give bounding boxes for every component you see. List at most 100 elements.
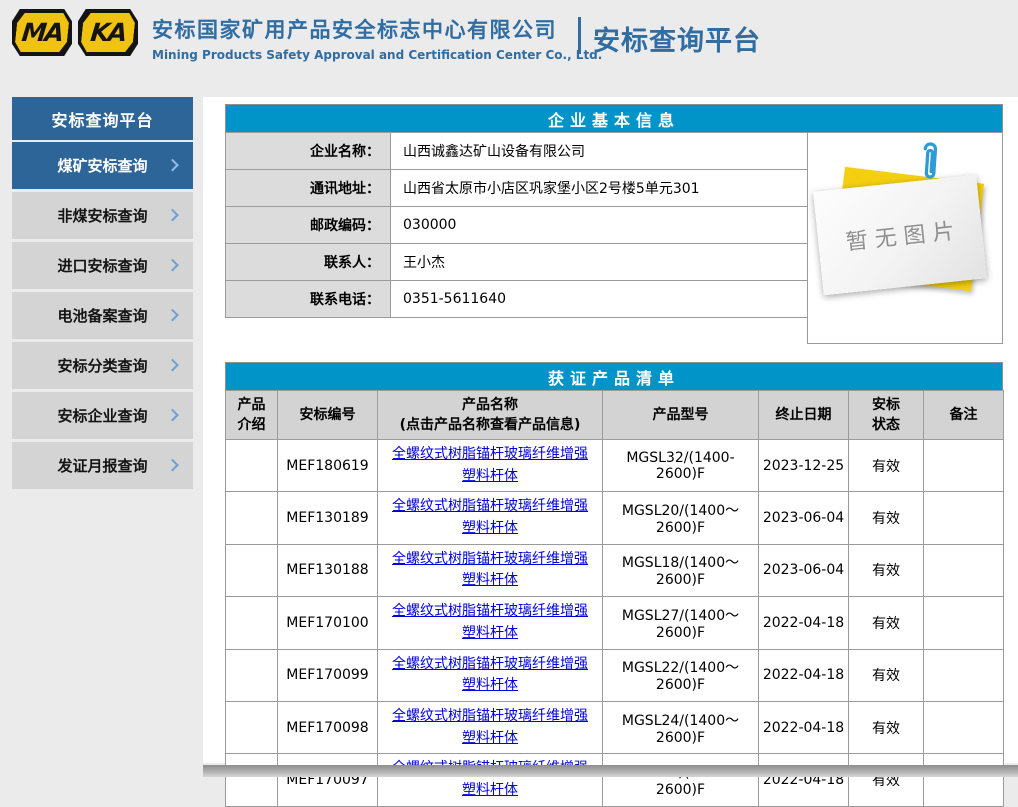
field-label: 联系电话： [225, 280, 391, 318]
no-image-card: 暂无图片 [813, 174, 987, 296]
column-header-model: 产品型号 [602, 390, 759, 440]
column-header-status: 安标 状态 [848, 390, 924, 440]
product-name-cell: 全螺纹式树脂锚杆玻璃纤维增强塑料杆体 [377, 491, 603, 545]
sidebar-item-label: 安标分类查询 [57, 357, 148, 375]
products-header: 获证产品清单 [225, 362, 1003, 391]
no-image-placeholder: 暂无图片 [807, 132, 1003, 344]
product-name-link[interactable]: 全螺纹式树脂锚杆玻璃纤维增强塑料杆体 [392, 550, 588, 589]
company-info-section: 企业基本信息 企业名称： 山西诚鑫达矿山设备有限公司 通讯地址： 山西省太原市小… [225, 97, 1003, 344]
sidebar-item-monthly-report-query[interactable]: 发证月报查询 [12, 442, 193, 489]
sidebar-item-label: 非煤安标查询 [57, 207, 148, 225]
end-date: 2022-04-18 [758, 648, 849, 702]
company-info-header: 企业基本信息 [225, 104, 1003, 133]
remark-cell [923, 543, 1004, 598]
remark-cell [923, 491, 1004, 545]
product-model: MGSL27/(1400～2600)F [602, 596, 759, 650]
info-row: 通讯地址： 山西省太原市小店区巩家堡小区2号楼5单元301 [225, 169, 808, 207]
column-header-row: 产品 介绍 安标编号 产品名称 (点击产品名称查看产品信息) 产品型号 终止日期 安… [225, 390, 1004, 440]
product-name-cell: 全螺纹式树脂锚杆玻璃纤维增强塑料杆体 [377, 700, 603, 755]
sidebar-item-battery-record-query[interactable]: 电池备案查询 [12, 292, 193, 339]
paperclip-icon [923, 142, 938, 179]
no-image-text: 暂无图片 [844, 218, 963, 256]
remark-cell [923, 753, 1004, 807]
status: 有效 [848, 700, 924, 755]
product-name-link[interactable]: 全螺纹式树脂锚杆玻璃纤维增强塑料杆体 [392, 446, 588, 484]
field-value: 山西省太原市小店区巩家堡小区2号楼5单元301 [390, 169, 808, 207]
product-name-cell: 全螺纹式树脂锚杆玻璃纤维增强塑料杆体 [377, 648, 603, 702]
info-row: 联系电话： 0351-5611640 [225, 280, 808, 318]
end-date: 2023-06-04 [758, 543, 849, 598]
field-label: 邮政编码： [225, 206, 391, 244]
table-row: MEF170099 全螺纹式树脂锚杆玻璃纤维增强塑料杆体 MGSL22/(140… [225, 648, 1004, 702]
company-info-table: 企业名称： 山西诚鑫达矿山设备有限公司 通讯地址： 山西省太原市小店区巩家堡小区… [225, 132, 808, 318]
chevron-right-icon [166, 458, 179, 471]
logo-badge-ma-text: MA [14, 13, 70, 52]
table-row: MEF180619 全螺纹式树脂锚杆玻璃纤维增强塑料杆体 MGSL32/(140… [225, 438, 1004, 493]
status: 有效 [848, 596, 924, 650]
sidebar-item-label: 电池备案查询 [57, 307, 148, 325]
product-model: MGSL22/(1400～2600)F [602, 648, 759, 702]
field-label: 企业名称： [225, 132, 391, 170]
app-header: MA KA 安标国家矿用产品安全标志中心有限公司 Mining Products… [0, 0, 1018, 97]
status: 有效 [848, 491, 924, 545]
sidebar-title: 安标查询平台 [12, 97, 193, 140]
logo-badge-ka-text: KA [80, 13, 136, 52]
product-name-link[interactable]: 全螺纹式树脂锚杆玻璃纤维增强塑料杆体 [392, 707, 588, 746]
product-model: MGSL32/(1400-2600)F [602, 438, 759, 493]
remark-cell [923, 596, 1004, 650]
org-title-block: 安标国家矿用产品安全标志中心有限公司 Mining Products Safet… [152, 14, 602, 62]
org-name-en: Mining Products Safety Approval and Cert… [152, 48, 603, 62]
sidebar-item-safety-classification-query[interactable]: 安标分类查询 [12, 342, 193, 389]
sidebar-item-noncoal-safety-query[interactable]: 非煤安标查询 [12, 192, 193, 239]
sidebar-item-safety-enterprise-query[interactable]: 安标企业查询 [12, 392, 193, 439]
header-divider [578, 17, 581, 54]
remark-cell [923, 648, 1004, 702]
product-name-link[interactable]: 全螺纹式树脂锚杆玻璃纤维增强塑料杆体 [392, 603, 588, 641]
chevron-right-icon [166, 358, 179, 371]
table-row: MEF170097 全螺纹式树脂锚杆玻璃纤维增强塑料杆体 MGSL16/(140… [225, 753, 1004, 807]
product-name-link[interactable]: 全螺纹式树脂锚杆玻璃纤维增强塑料杆体 [392, 655, 588, 694]
product-intro-cell [225, 700, 278, 755]
chevron-right-icon [166, 158, 179, 171]
bottom-divider-bar [203, 765, 1018, 777]
product-name-link[interactable]: 全螺纹式树脂锚杆玻璃纤维增强塑料杆体 [392, 498, 588, 537]
end-date: 2022-04-18 [758, 700, 849, 755]
sidebar-item-import-safety-query[interactable]: 进口安标查询 [12, 242, 193, 289]
column-header-remark: 备注 [923, 390, 1004, 440]
product-model: MGSL16/(1400～2600)F [602, 753, 759, 807]
chevron-right-icon [166, 208, 179, 221]
column-header-enddate: 终止日期 [758, 390, 849, 440]
product-name-cell: 全螺纹式树脂锚杆玻璃纤维增强塑料杆体 [377, 596, 603, 650]
status: 有效 [848, 648, 924, 702]
status: 有效 [848, 753, 924, 807]
product-code: MEF130189 [277, 491, 378, 545]
maka-logo: MA KA [12, 9, 138, 56]
field-value: 030000 [390, 206, 808, 244]
field-value: 0351-5611640 [390, 280, 808, 318]
chevron-right-icon [166, 308, 179, 321]
product-code: MEF180619 [277, 438, 378, 493]
info-row: 企业名称： 山西诚鑫达矿山设备有限公司 [225, 132, 808, 170]
products-table: 产品 介绍 安标编号 产品名称 (点击产品名称查看产品信息) 产品型号 终止日期 安… [225, 390, 1004, 807]
table-row: MEF130188 全螺纹式树脂锚杆玻璃纤维增强塑料杆体 MGSL18/(140… [225, 543, 1004, 598]
product-intro-cell [225, 491, 278, 545]
column-header-code: 安标编号 [277, 390, 378, 440]
product-intro-cell [225, 753, 278, 807]
products-section: 获证产品清单 产品 介绍 安标编号 产品名称 (点击产品名称查看产品信息) 产品型号… [225, 362, 1004, 807]
column-header-name: 产品名称 (点击产品名称查看产品信息) [377, 390, 603, 440]
org-name-zh: 安标国家矿用产品安全标志中心有限公司 [152, 18, 557, 42]
end-date: 2023-06-04 [758, 491, 849, 545]
table-row: MEF170098 全螺纹式树脂锚杆玻璃纤维增强塑料杆体 MGSL24/(140… [225, 700, 1004, 755]
field-value: 王小杰 [390, 243, 808, 281]
sidebar-item-coal-safety-query[interactable]: 煤矿安标查询 [12, 142, 193, 189]
field-value: 山西诚鑫达矿山设备有限公司 [390, 132, 808, 170]
product-code: MEF170097 [277, 753, 378, 807]
logo-badge-ma-icon: MA [12, 9, 72, 56]
remark-cell [923, 438, 1004, 493]
product-intro-cell [225, 438, 278, 493]
end-date: 2022-04-18 [758, 596, 849, 650]
product-intro-cell [225, 648, 278, 702]
product-name-cell: 全螺纹式树脂锚杆玻璃纤维增强塑料杆体 [377, 543, 603, 598]
product-intro-cell [225, 543, 278, 598]
sidebar-item-label: 发证月报查询 [57, 457, 148, 475]
